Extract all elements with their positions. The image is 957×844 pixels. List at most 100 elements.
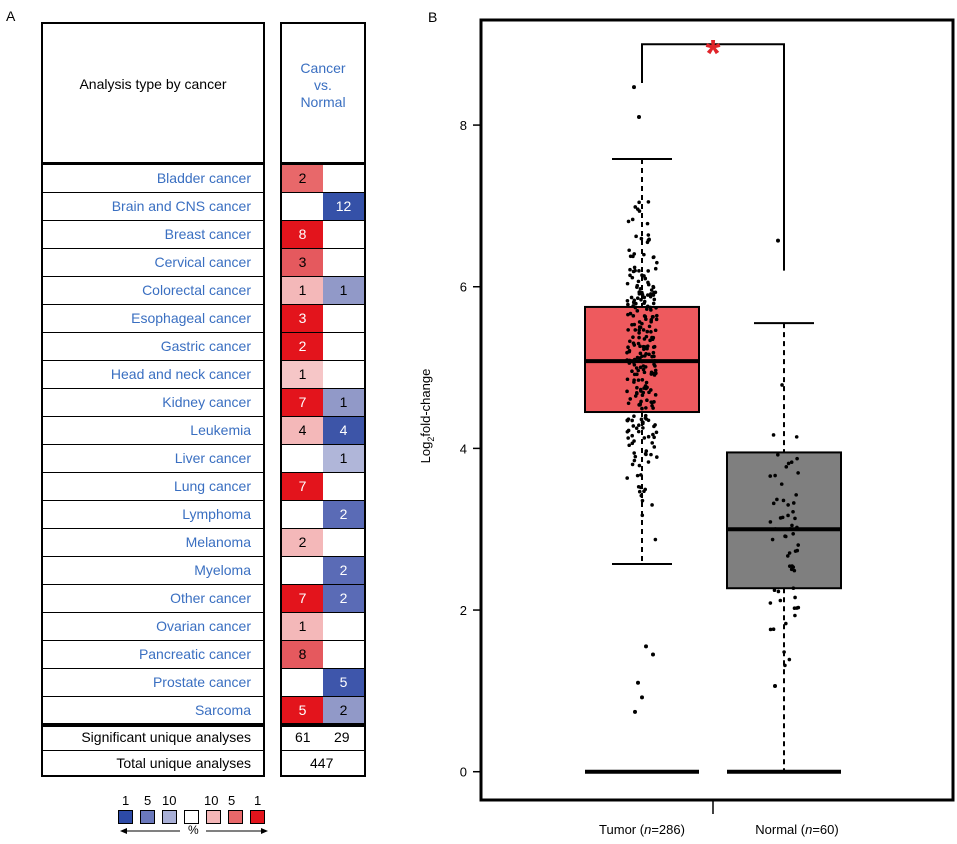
panel-b-letter: B (428, 9, 437, 25)
data-point (627, 248, 631, 253)
data-point (639, 473, 643, 477)
plot-frame (479, 18, 955, 802)
data-point (646, 460, 651, 464)
data-point (636, 341, 641, 346)
data-point (649, 400, 654, 404)
data-point (627, 361, 632, 365)
cancer-type-label: Liver cancer (174, 450, 251, 466)
data-point (649, 288, 654, 292)
data-point (630, 462, 635, 467)
data-point (643, 354, 647, 358)
summary-values: 61 29 447 (280, 723, 366, 777)
outlier-point (773, 684, 777, 689)
data-point (635, 372, 639, 377)
data-point (784, 465, 789, 469)
data-point (783, 534, 788, 539)
overexpression-cell: 1 (282, 361, 323, 388)
data-point (655, 455, 659, 459)
cancer-type-label: Breast cancer (164, 226, 251, 242)
significant-over-value: 61 (295, 729, 311, 745)
data-point (632, 414, 636, 418)
data-point (654, 306, 658, 310)
data-point (631, 254, 635, 259)
data-point (642, 295, 647, 300)
analysis-count-row: 8 (282, 221, 364, 249)
overexpression-cell (282, 445, 323, 472)
data-point (791, 565, 796, 569)
data-point (630, 418, 634, 423)
cancer-row: Colorectal cancer (43, 277, 263, 305)
data-point (640, 406, 644, 411)
underexpression-cell (323, 641, 364, 668)
data-point (644, 449, 649, 453)
data-point (638, 365, 643, 370)
data-point (792, 568, 797, 573)
data-point (627, 358, 632, 363)
data-point (640, 359, 644, 364)
data-point (795, 606, 799, 610)
data-point (637, 403, 641, 407)
legend-left-arrowhead (120, 828, 127, 834)
cancer-row: Sarcoma (43, 697, 263, 725)
y-tick-label: 2 (460, 603, 467, 618)
cancer-row: Esophageal cancer (43, 305, 263, 333)
data-point (643, 413, 648, 418)
data-point (635, 391, 639, 396)
data-point (633, 454, 638, 459)
cancer-row: Breast cancer (43, 221, 263, 249)
data-point (773, 473, 777, 478)
legend-swatch (184, 810, 199, 824)
legend-swatch (228, 810, 243, 824)
data-point (785, 554, 790, 558)
underexpression-cell: 1 (323, 389, 364, 416)
data-point (630, 275, 635, 280)
data-point (653, 393, 658, 397)
underexpression-cell (323, 333, 364, 360)
data-point (635, 309, 640, 313)
analysis-count-row: 2 (282, 165, 364, 193)
data-point (653, 328, 658, 333)
data-point (791, 509, 795, 514)
cancer-row: Bladder cancer (43, 165, 263, 193)
data-point (647, 352, 651, 357)
data-point (634, 426, 639, 430)
data-point (639, 236, 644, 241)
data-point (628, 267, 632, 272)
data-point (625, 350, 629, 355)
data-point (640, 378, 645, 382)
y-tick-label: 0 (460, 765, 467, 780)
underexpression-cell (323, 221, 364, 248)
data-point (782, 650, 786, 654)
data-point (790, 523, 794, 528)
cancer-type-label: Esophageal cancer (131, 310, 251, 326)
data-point (654, 317, 659, 322)
data-point (645, 329, 650, 334)
data-point (635, 385, 639, 390)
legend-number: 10 (204, 793, 219, 808)
panel-a-letter: A (6, 8, 16, 24)
data-point (646, 434, 651, 439)
significant-analyses-label: Significant unique analyses (81, 729, 251, 745)
data-point (791, 501, 796, 505)
data-point (652, 424, 656, 429)
data-point (652, 371, 656, 376)
data-point (628, 311, 633, 316)
overexpression-cell: 2 (282, 165, 323, 192)
data-point (778, 598, 783, 603)
cancer-row: Liver cancer (43, 445, 263, 473)
data-point (631, 314, 636, 318)
data-point (627, 443, 631, 448)
data-point (632, 451, 636, 455)
data-point (639, 399, 643, 404)
underexpression-cell: 12 (323, 193, 364, 220)
cancer-row: Leukemia (43, 417, 263, 445)
analysis-count-row: 7 (282, 473, 364, 501)
data-point (642, 252, 646, 257)
data-point (632, 265, 637, 270)
cancer-type-label: Myeloma (194, 562, 251, 578)
data-point (626, 328, 630, 332)
data-point (772, 588, 777, 593)
data-point (634, 301, 638, 306)
